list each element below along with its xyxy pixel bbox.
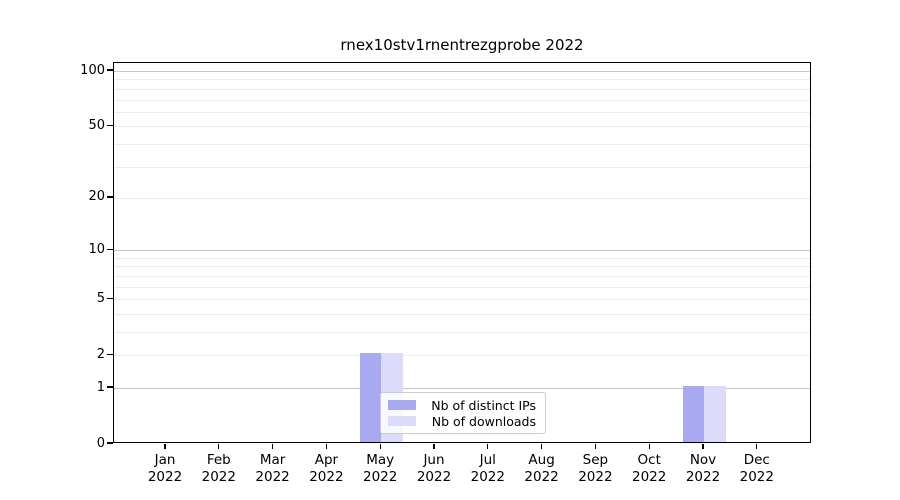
y-tick-label-50: 50 bbox=[88, 117, 105, 133]
x-tick-mark bbox=[218, 444, 220, 450]
gridline-y-80 bbox=[114, 88, 810, 90]
y-tick-mark bbox=[107, 442, 113, 444]
y-tick-mark bbox=[107, 196, 113, 198]
gridline-y-8 bbox=[114, 266, 810, 268]
x-tick-label-aug: Aug 2022 bbox=[524, 452, 559, 485]
legend-item-distinct-ips: Nb of distinct IPs bbox=[388, 397, 536, 413]
x-tick-mark bbox=[756, 444, 758, 450]
y-tick-mark bbox=[107, 124, 113, 126]
gridline-y-3 bbox=[114, 332, 810, 333]
y-tick-label-1: 1 bbox=[96, 379, 105, 395]
bar-nb-of-distinct-ips-nov bbox=[682, 386, 704, 442]
x-tick-mark bbox=[325, 444, 328, 450]
y-tick-label-10: 10 bbox=[88, 241, 105, 257]
x-tick-mark bbox=[594, 444, 597, 450]
chart-title: rnex10stv1rnentrezgprobe 2022 bbox=[340, 36, 584, 54]
gridline-y-70 bbox=[114, 99, 810, 101]
x-tick-mark bbox=[702, 444, 704, 450]
gridline-y-50 bbox=[114, 126, 810, 128]
bar-nb-of-downloads-nov bbox=[704, 386, 726, 442]
gridline-y-30 bbox=[114, 166, 810, 168]
x-tick-mark bbox=[164, 444, 166, 450]
x-tick-label-sep: Sep 2022 bbox=[578, 452, 613, 485]
y-tick-label-0: 0 bbox=[96, 435, 105, 451]
plot-area bbox=[113, 62, 811, 443]
legend-label-downloads: Nb of downloads bbox=[431, 413, 536, 429]
x-tick-label-jun: Jun 2022 bbox=[416, 452, 452, 485]
x-tick-label-mar: Mar 2022 bbox=[255, 452, 290, 485]
gridline-y-4 bbox=[114, 313, 810, 315]
gridline-y-20 bbox=[114, 197, 810, 199]
gridline-y-5 bbox=[114, 299, 810, 301]
gridline-y-100 bbox=[114, 71, 810, 72]
gridline-y-60 bbox=[114, 111, 810, 113]
y-tick-mark bbox=[107, 248, 113, 250]
x-tick-mark bbox=[648, 444, 650, 450]
gridline-y-6 bbox=[114, 286, 810, 288]
x-tick-label-oct: Oct 2022 bbox=[632, 452, 667, 485]
x-tick-label-dec: Dec 2022 bbox=[739, 452, 774, 485]
legend-item-downloads: Nb of downloads bbox=[388, 413, 536, 429]
y-tick-mark bbox=[107, 386, 113, 388]
legend-label-distinct-ips: Nb of distinct IPs bbox=[431, 397, 536, 413]
gridline-y-1 bbox=[114, 388, 810, 389]
x-tick-label-jul: Jul 2022 bbox=[470, 452, 505, 485]
gridline-y-90 bbox=[114, 79, 810, 81]
x-tick-mark bbox=[487, 444, 489, 450]
y-tick-mark bbox=[107, 69, 113, 71]
x-tick-mark bbox=[540, 444, 543, 450]
y-tick-mark bbox=[107, 297, 113, 299]
bar-nb-of-distinct-ips-may bbox=[359, 353, 382, 442]
y-tick-label-20: 20 bbox=[88, 189, 105, 205]
legend-swatch-distinct-ips bbox=[388, 400, 416, 410]
x-tick-label-jan: Jan 2022 bbox=[147, 452, 183, 485]
legend-swatch-downloads bbox=[388, 416, 416, 426]
x-tick-label-apr: Apr 2022 bbox=[309, 452, 344, 485]
x-tick-mark bbox=[379, 444, 381, 450]
gridline-y-9 bbox=[114, 257, 810, 259]
x-tick-label-feb: Feb 2022 bbox=[201, 452, 236, 485]
y-tick-label-5: 5 bbox=[96, 290, 105, 306]
x-tick-label-may: May 2022 bbox=[363, 452, 398, 485]
x-tick-label-nov: Nov 2022 bbox=[685, 452, 721, 485]
y-tick-label-100: 100 bbox=[80, 62, 105, 78]
gridline-y-10 bbox=[114, 250, 810, 252]
gridline-y-40 bbox=[114, 143, 810, 145]
x-tick-mark bbox=[433, 444, 435, 450]
legend: Nb of distinct IPs Nb of downloads bbox=[380, 392, 546, 434]
y-tick-label-2: 2 bbox=[96, 346, 105, 362]
y-tick-mark bbox=[107, 353, 113, 355]
x-tick-mark bbox=[271, 444, 274, 450]
gridline-y-2 bbox=[114, 355, 810, 357]
gridline-y-7 bbox=[114, 275, 810, 277]
